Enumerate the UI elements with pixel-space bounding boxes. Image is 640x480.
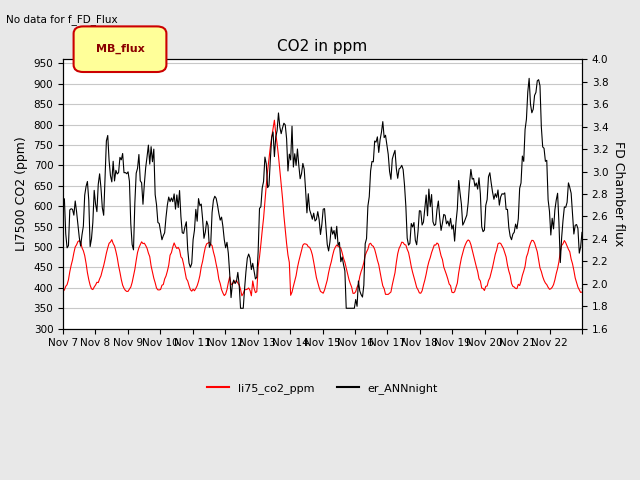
er_ANNnight	[328, 224, 335, 230]
li75_co2_ppm	[93, 279, 100, 285]
li75_co2_ppm	[329, 252, 337, 258]
er_ANNnight	[578, 229, 586, 235]
Y-axis label: FD Chamber flux: FD Chamber flux	[612, 142, 625, 247]
li75_co2_ppm	[432, 242, 440, 248]
er_ANNnight	[508, 237, 515, 242]
er_ANNnight	[577, 244, 584, 250]
Line: er_ANNnight: er_ANNnight	[63, 78, 582, 308]
Line: li75_co2_ppm: li75_co2_ppm	[63, 120, 582, 296]
li75_co2_ppm	[238, 293, 246, 299]
Text: MB_flux: MB_flux	[95, 44, 145, 54]
li75_co2_ppm	[77, 239, 84, 245]
li75_co2_ppm	[578, 289, 586, 295]
li75_co2_ppm	[271, 117, 278, 123]
Title: CO2 in ppm: CO2 in ppm	[277, 39, 367, 54]
er_ANNnight	[93, 209, 100, 215]
li75_co2_ppm	[509, 284, 516, 289]
er_ANNnight	[525, 75, 533, 81]
er_ANNnight	[431, 223, 438, 228]
Y-axis label: LI7500 CO2 (ppm): LI7500 CO2 (ppm)	[15, 137, 28, 252]
er_ANNnight	[237, 305, 244, 311]
er_ANNnight	[77, 243, 84, 249]
Text: No data for f_FD_Flux: No data for f_FD_Flux	[6, 14, 118, 25]
li75_co2_ppm	[59, 288, 67, 294]
Legend: li75_co2_ppm, er_ANNnight: li75_co2_ppm, er_ANNnight	[202, 379, 443, 398]
er_ANNnight	[59, 200, 67, 205]
li75_co2_ppm	[577, 289, 584, 295]
